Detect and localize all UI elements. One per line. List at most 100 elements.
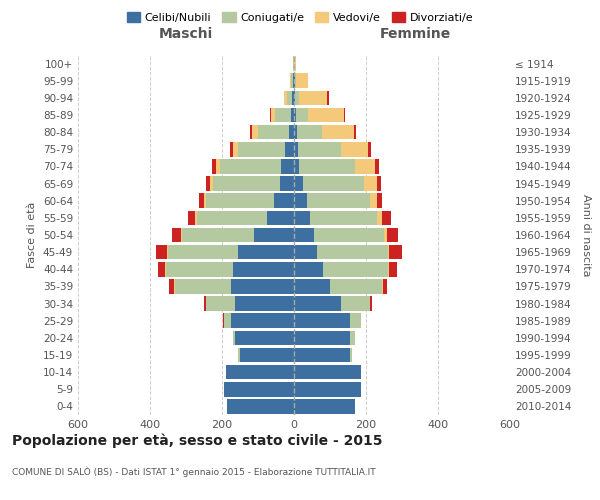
- Bar: [294, 365, 361, 380]
- Bar: [182, 228, 254, 242]
- Bar: [296, 74, 308, 88]
- Bar: [388, 245, 389, 260]
- Bar: [298, 142, 341, 156]
- Bar: [275, 108, 291, 122]
- Bar: [294, 142, 298, 156]
- Bar: [370, 296, 372, 311]
- Bar: [284, 90, 287, 105]
- Bar: [314, 228, 384, 242]
- Bar: [368, 142, 371, 156]
- Bar: [158, 262, 165, 276]
- Bar: [308, 108, 344, 122]
- Bar: [251, 125, 258, 140]
- Bar: [290, 74, 291, 88]
- Bar: [344, 108, 346, 122]
- Bar: [206, 296, 235, 311]
- Bar: [250, 125, 251, 140]
- Bar: [297, 125, 322, 140]
- Bar: [206, 194, 274, 208]
- Bar: [323, 262, 388, 276]
- Bar: [233, 330, 235, 345]
- Bar: [375, 159, 379, 174]
- Bar: [289, 125, 294, 140]
- Bar: [294, 382, 361, 396]
- Bar: [231, 314, 294, 328]
- Bar: [294, 159, 299, 174]
- Bar: [233, 262, 294, 276]
- Bar: [168, 245, 238, 260]
- Bar: [310, 210, 377, 225]
- Bar: [295, 56, 296, 71]
- Bar: [294, 330, 350, 345]
- Bar: [213, 176, 280, 191]
- Bar: [355, 125, 356, 140]
- Legend: Celibi/Nubili, Coniugati/e, Vedovi/e, Divorziati/e: Celibi/Nubili, Coniugati/e, Vedovi/e, Di…: [122, 8, 478, 28]
- Bar: [341, 296, 370, 311]
- Bar: [175, 279, 231, 293]
- Bar: [235, 296, 294, 311]
- Bar: [291, 74, 293, 88]
- Bar: [299, 159, 355, 174]
- Bar: [169, 279, 175, 293]
- Bar: [383, 279, 387, 293]
- Bar: [226, 365, 294, 380]
- Bar: [295, 90, 299, 105]
- Bar: [224, 382, 294, 396]
- Bar: [281, 159, 294, 174]
- Bar: [377, 176, 381, 191]
- Bar: [291, 108, 294, 122]
- Bar: [293, 74, 294, 88]
- Bar: [294, 279, 330, 293]
- Bar: [294, 176, 303, 191]
- Bar: [280, 176, 294, 191]
- Bar: [299, 90, 328, 105]
- Bar: [294, 245, 317, 260]
- Bar: [294, 90, 295, 105]
- Bar: [166, 262, 233, 276]
- Bar: [167, 245, 168, 260]
- Bar: [384, 228, 387, 242]
- Bar: [156, 245, 167, 260]
- Bar: [235, 330, 294, 345]
- Bar: [238, 348, 240, 362]
- Text: Popolazione per età, sesso e stato civile - 2015: Popolazione per età, sesso e stato civil…: [12, 434, 383, 448]
- Bar: [285, 142, 294, 156]
- Bar: [220, 159, 281, 174]
- Bar: [224, 314, 231, 328]
- Bar: [231, 279, 294, 293]
- Bar: [233, 142, 238, 156]
- Bar: [292, 90, 294, 105]
- Bar: [370, 194, 377, 208]
- Bar: [294, 210, 310, 225]
- Bar: [294, 108, 296, 122]
- Bar: [294, 194, 307, 208]
- Bar: [307, 194, 370, 208]
- Bar: [188, 210, 195, 225]
- Bar: [294, 296, 341, 311]
- Bar: [212, 159, 216, 174]
- Bar: [181, 228, 182, 242]
- Bar: [328, 90, 329, 105]
- Bar: [322, 125, 355, 140]
- Bar: [294, 262, 323, 276]
- Bar: [350, 348, 352, 362]
- Bar: [271, 108, 275, 122]
- Bar: [382, 279, 383, 293]
- Bar: [238, 245, 294, 260]
- Bar: [227, 399, 294, 413]
- Bar: [223, 314, 224, 328]
- Bar: [294, 228, 314, 242]
- Bar: [204, 296, 206, 311]
- Bar: [287, 90, 292, 105]
- Bar: [240, 348, 294, 362]
- Bar: [230, 142, 233, 156]
- Bar: [364, 176, 377, 191]
- Bar: [303, 176, 364, 191]
- Bar: [389, 245, 402, 260]
- Bar: [294, 74, 295, 88]
- Bar: [204, 194, 206, 208]
- Bar: [269, 108, 271, 122]
- Bar: [199, 194, 204, 208]
- Bar: [258, 125, 289, 140]
- Bar: [238, 142, 285, 156]
